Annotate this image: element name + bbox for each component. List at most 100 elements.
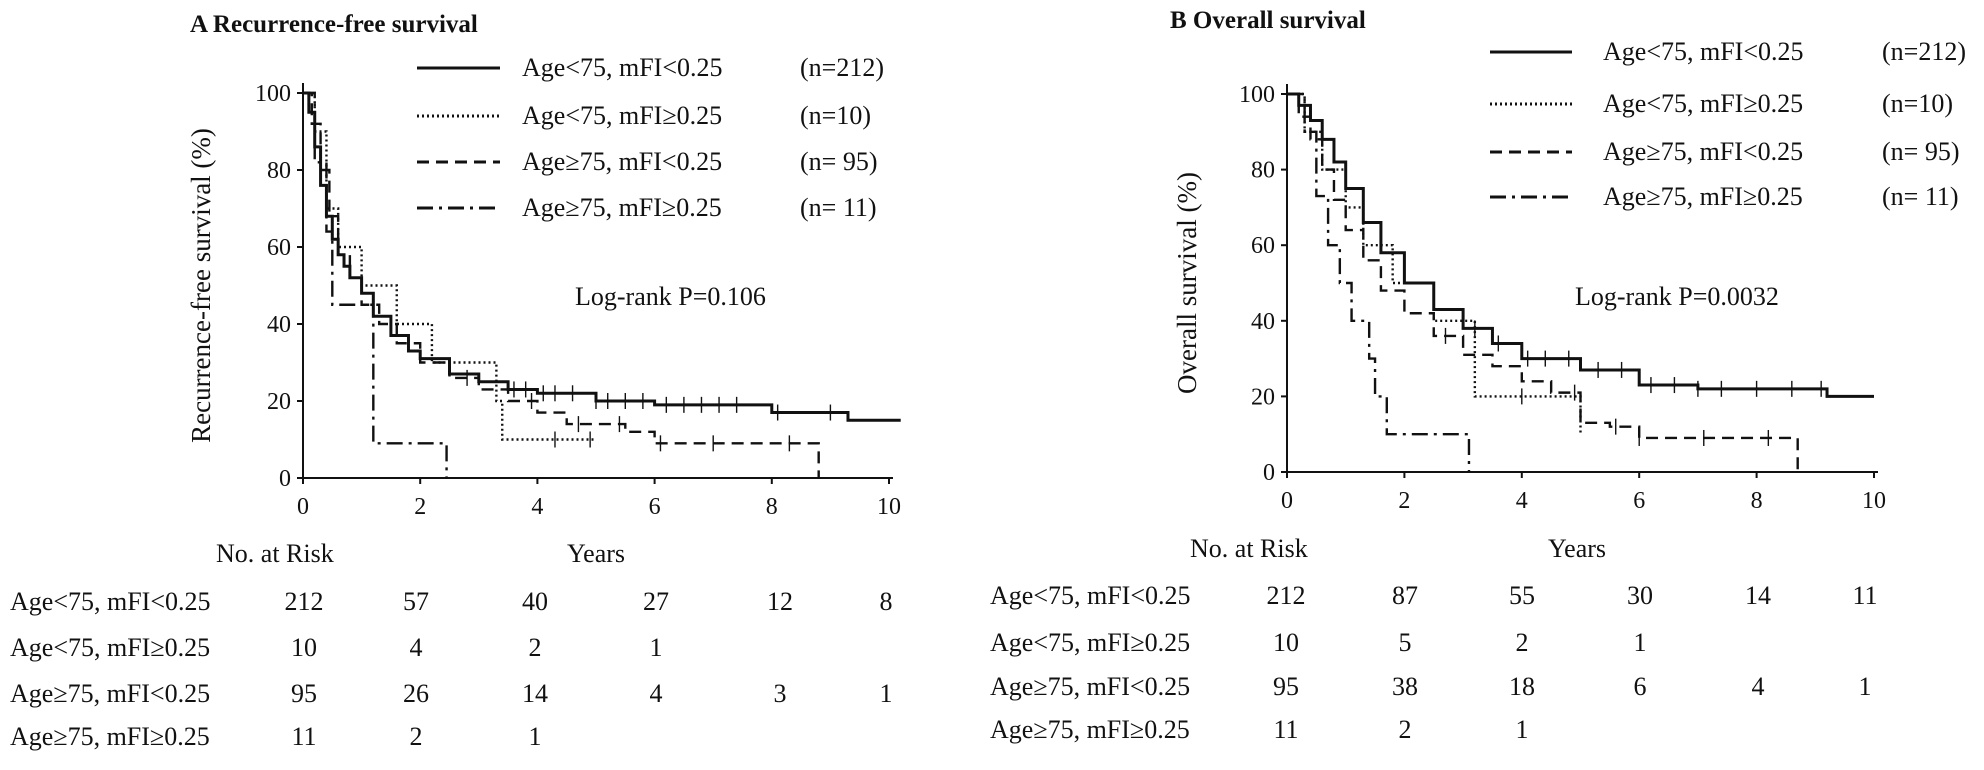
panel-b-y-tick-label: 20: [1251, 384, 1275, 410]
panel-a-y-tick-label: 40: [267, 312, 291, 338]
panel-a-x-tick-label: 0: [297, 494, 309, 520]
panel-b-x-tick-label: 4: [1516, 488, 1528, 514]
panel-a-y-tick-label: 60: [267, 235, 291, 261]
panel-a-legend-label: Age≥75, mFI≥0.25: [522, 193, 722, 222]
panel-a-risk-value: 1: [529, 722, 542, 751]
panel-b-risk-value: 5: [1399, 628, 1412, 657]
panel-a-risk-value: 57: [403, 587, 429, 616]
panel-a-series-line-dashed: [303, 91, 820, 478]
panel-a-risk-value: 212: [285, 587, 324, 616]
panel-a-risk-value: 26: [403, 679, 429, 708]
panel-b-legend-n: (n=10): [1882, 89, 1953, 118]
panel-b-y-tick-label: 0: [1263, 460, 1275, 486]
panel-b-y-tick-label: 80: [1251, 158, 1275, 184]
panel-a-legend-n: (n= 95): [800, 147, 877, 176]
panel-b-y-tick-label: 100: [1239, 82, 1275, 108]
panel-b-risk-value: 1: [1634, 628, 1647, 657]
panel-b-risk-value: 2: [1399, 715, 1412, 744]
panel-a-x-tick-label: 8: [766, 494, 778, 520]
panel-b-overall-survival: B Overall survival 0 20 40 60 80 100 0 2 4 6 8 10 Ove…: [990, 7, 1966, 744]
panel-b-x-axis-label: Years: [1548, 534, 1606, 563]
panel-a-y-tick-label: 0: [279, 466, 291, 492]
panel-a-risk-value: 2: [410, 722, 423, 751]
panel-a-x-tick-label: 4: [531, 494, 543, 520]
panel-a-y-axis-label: Recurrence-free survival (%): [186, 128, 216, 443]
panel-b-risk-value: 14: [1745, 581, 1771, 610]
panel-b-risk-value: 55: [1509, 581, 1535, 610]
panel-b-risk-row-label: Age≥75, mFI≥0.25: [990, 715, 1190, 744]
panel-a-risk-value: 2: [529, 633, 542, 662]
panel-a-title: A Recurrence-free survival: [190, 11, 478, 38]
panel-b-series-line-dotted: [1287, 92, 1582, 435]
panel-a-risk-value: 4: [410, 633, 423, 662]
panel-b-logrank-annotation: Log-rank P=0.0032: [1575, 282, 1779, 311]
panel-a-legend-label: Age<75, mFI≥0.25: [522, 101, 722, 130]
panel-a-risk-value: 1: [880, 679, 893, 708]
panel-b-x-tick-label: 10: [1862, 488, 1886, 514]
panel-b-risk-value: 30: [1627, 581, 1653, 610]
panel-a-risk-value: 11: [291, 722, 316, 751]
panel-a-risk-value: 4: [650, 679, 663, 708]
panel-a-y-tick-label: 100: [255, 81, 291, 107]
panel-a-risk-value: 8: [880, 587, 893, 616]
panel-b-risk-value: 10: [1273, 628, 1299, 657]
panel-a-risk-value: 1: [650, 633, 663, 662]
panel-b-x-tick-label: 8: [1751, 488, 1763, 514]
panel-b-y-axis-label: Overall survival (%): [1172, 172, 1202, 394]
panel-a-x-axis-label: Years: [567, 539, 625, 568]
panel-b-risk-row-label: Age<75, mFI≥0.25: [990, 628, 1190, 657]
panel-a-y-tick-label: 80: [267, 158, 291, 184]
panel-b-y-tick-label: 60: [1251, 233, 1275, 259]
panel-a-risk-value: 27: [643, 587, 669, 616]
panel-b-x-tick-label: 6: [1633, 488, 1645, 514]
panel-b-risk-value: 87: [1392, 581, 1418, 610]
panel-b-risk-value: 11: [1852, 581, 1877, 610]
panel-a-risk-row-label: Age<75, mFI<0.25: [10, 587, 210, 616]
panel-a-risk-value: 12: [767, 587, 793, 616]
panel-b-legend-n: (n= 11): [1882, 182, 1959, 211]
panel-b-y-tick-label: 40: [1251, 309, 1275, 335]
panel-b-legend-label: Age≥75, mFI≥0.25: [1603, 182, 1803, 211]
panel-a-y-tick-label: 20: [267, 389, 291, 415]
panel-a-legend-label: Age<75, mFI<0.25: [522, 53, 722, 82]
panel-a-x-tick-label: 10: [877, 494, 901, 520]
panel-a-legend-n: (n=212): [800, 53, 884, 82]
panel-a-series-line-dotted: [303, 91, 596, 441]
panel-b-risk-row-label: Age≥75, mFI<0.25: [990, 672, 1190, 701]
panel-b-legend-label: Age<75, mFI<0.25: [1603, 37, 1803, 66]
panel-b-legend-n: (n= 95): [1882, 137, 1959, 166]
panel-b-risk-header: No. at Risk: [1190, 534, 1308, 563]
panel-b-risk-value: 6: [1634, 672, 1647, 701]
panel-b-legend-label: Age≥75, mFI<0.25: [1603, 137, 1803, 166]
panel-b-title: B Overall survival: [1170, 7, 1366, 34]
panel-b-legend-label: Age<75, mFI≥0.25: [1603, 89, 1803, 118]
panel-b-risk-value: 212: [1267, 581, 1306, 610]
panel-a-x-tick-label: 6: [649, 494, 661, 520]
panel-a-series-line-solid: [303, 91, 901, 422]
panel-a-risk-value: 40: [522, 587, 548, 616]
panel-b-x-tick-label: 0: [1281, 488, 1293, 514]
panel-b-risk-value: 1: [1516, 715, 1529, 744]
panel-a-series-line-dashdot: [303, 91, 448, 478]
panel-b-x-tick-label: 2: [1398, 488, 1410, 514]
panel-a-risk-row-label: Age<75, mFI≥0.25: [10, 633, 210, 662]
panel-b-series-line-dashed: [1287, 92, 1799, 472]
panel-a-legend-n: (n= 11): [800, 193, 877, 222]
panel-a-risk-value: 10: [291, 633, 317, 662]
panel-a-risk-header: No. at Risk: [216, 539, 334, 568]
panel-a-risk-row-label: Age≥75, mFI≥0.25: [10, 722, 210, 751]
panel-b-risk-value: 38: [1392, 672, 1418, 701]
panel-a-risk-value: 95: [291, 679, 317, 708]
panel-b-risk-value: 11: [1273, 715, 1298, 744]
panel-b-series-line-dashdot: [1287, 92, 1471, 472]
panel-b-risk-value: 18: [1509, 672, 1535, 701]
panel-a-x-tick-label: 2: [414, 494, 426, 520]
panel-b-risk-row-label: Age<75, mFI<0.25: [990, 581, 1190, 610]
panel-a-legend-label: Age≥75, mFI<0.25: [522, 147, 722, 176]
panel-a-logrank-annotation: Log-rank P=0.106: [575, 282, 766, 311]
panel-b-risk-value: 1: [1859, 672, 1872, 701]
panel-b-legend-n: (n=212): [1882, 37, 1966, 66]
panel-b-risk-value: 4: [1752, 672, 1765, 701]
panel-b-risk-value: 95: [1273, 672, 1299, 701]
